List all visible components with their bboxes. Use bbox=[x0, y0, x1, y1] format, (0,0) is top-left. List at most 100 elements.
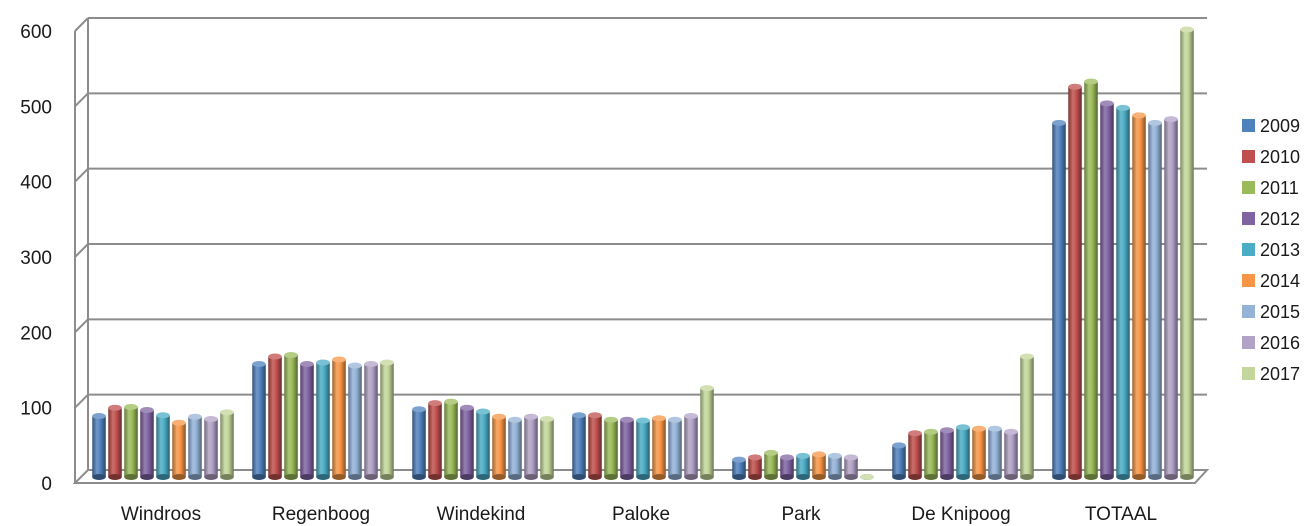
bar-base bbox=[684, 474, 698, 480]
bar-base bbox=[124, 474, 138, 480]
bar-body bbox=[924, 431, 938, 477]
bar-top bbox=[1068, 83, 1082, 90]
bar bbox=[1164, 116, 1178, 480]
legend-swatch bbox=[1242, 181, 1255, 194]
bar-body bbox=[908, 433, 922, 477]
bar bbox=[748, 454, 762, 480]
bar bbox=[684, 412, 698, 480]
bar-base bbox=[764, 474, 778, 480]
bar bbox=[604, 416, 618, 480]
legend-label: 2014 bbox=[1260, 271, 1300, 291]
bar bbox=[940, 427, 954, 480]
bar-base bbox=[812, 474, 826, 480]
bar-body bbox=[812, 454, 826, 477]
bar bbox=[700, 385, 714, 480]
legend-swatch bbox=[1242, 243, 1255, 256]
legend-label: 2015 bbox=[1260, 302, 1300, 322]
bar-base bbox=[300, 474, 314, 480]
bar-base bbox=[284, 474, 298, 480]
bar bbox=[1100, 100, 1114, 480]
bar bbox=[860, 474, 874, 480]
bar-base bbox=[652, 474, 666, 480]
bar-body bbox=[940, 430, 954, 477]
x-tick-label: Windekind bbox=[437, 504, 526, 525]
bar-body bbox=[364, 364, 378, 477]
bar bbox=[364, 361, 378, 480]
bar bbox=[924, 428, 938, 480]
bar bbox=[1116, 104, 1130, 480]
legend-item: 2017 bbox=[1242, 364, 1300, 384]
bar bbox=[108, 404, 122, 480]
bar-base bbox=[1164, 474, 1178, 480]
legend-item: 2012 bbox=[1242, 209, 1300, 229]
bar-top bbox=[956, 424, 970, 431]
bar-body bbox=[732, 459, 746, 477]
bar-body bbox=[540, 418, 554, 477]
x-tick-label: Windroos bbox=[121, 504, 201, 525]
bar bbox=[348, 362, 362, 480]
legend-swatch bbox=[1242, 150, 1255, 163]
bar bbox=[1084, 78, 1098, 480]
bar-base bbox=[524, 474, 538, 480]
bar-top bbox=[972, 425, 986, 432]
bar-top bbox=[1132, 112, 1146, 119]
bar-body bbox=[748, 457, 762, 477]
bar bbox=[1180, 26, 1194, 480]
bar bbox=[1052, 119, 1066, 480]
bar-top bbox=[156, 412, 170, 419]
legend-label: 2013 bbox=[1260, 240, 1300, 260]
bar-top bbox=[188, 413, 202, 420]
bar-top bbox=[92, 412, 106, 419]
bar bbox=[588, 412, 602, 480]
bar-body bbox=[700, 388, 714, 477]
bar-body bbox=[892, 445, 906, 477]
bar-top bbox=[892, 442, 906, 449]
bar bbox=[268, 353, 282, 480]
bar-base bbox=[604, 474, 618, 480]
bar-top bbox=[588, 412, 602, 419]
x-tick-label: Paloke bbox=[612, 504, 670, 525]
bar bbox=[1132, 112, 1146, 480]
x-axis: Windroos Regenboog Windekind Paloke Park De K… bbox=[121, 504, 1157, 525]
bar-top bbox=[1084, 78, 1098, 85]
bar-top bbox=[604, 416, 618, 423]
bar-body bbox=[524, 416, 538, 477]
bar-base bbox=[572, 474, 586, 480]
bar-base bbox=[252, 474, 266, 480]
bar bbox=[620, 416, 634, 480]
bar-top bbox=[1148, 119, 1162, 126]
gridline-slant bbox=[74, 92, 89, 108]
bar-body bbox=[636, 420, 650, 477]
bar-top bbox=[348, 362, 362, 369]
bar bbox=[652, 415, 666, 480]
bar-top bbox=[700, 385, 714, 392]
bar-top bbox=[844, 454, 858, 461]
bar-top bbox=[940, 427, 954, 434]
bar-body bbox=[796, 455, 810, 477]
bar-top bbox=[924, 428, 938, 435]
bar-base bbox=[460, 474, 474, 480]
bar bbox=[316, 359, 330, 480]
bar-body bbox=[684, 415, 698, 477]
x-tick-label: De Knipoog bbox=[911, 504, 1010, 525]
bar bbox=[492, 413, 506, 480]
bar-base bbox=[108, 474, 122, 480]
bar-top bbox=[1164, 116, 1178, 123]
x-tick-label: TOTAAL bbox=[1085, 504, 1157, 525]
bar-top bbox=[620, 416, 634, 423]
bar-top bbox=[988, 425, 1002, 432]
bar-body bbox=[1004, 431, 1018, 477]
bar-top bbox=[428, 400, 442, 407]
bar bbox=[140, 406, 154, 480]
bar bbox=[540, 415, 554, 480]
bar-base bbox=[956, 474, 970, 480]
legend-label: 2009 bbox=[1260, 116, 1300, 136]
bar bbox=[204, 415, 218, 480]
legend-item: 2011 bbox=[1242, 178, 1299, 198]
bar-body bbox=[508, 419, 522, 477]
legend: 2009 2010 2011 2012 2013 2014 2015 2016 2017 bbox=[1242, 116, 1300, 384]
bar bbox=[156, 412, 170, 480]
bar-top bbox=[668, 416, 682, 423]
x-tick-label: Park bbox=[781, 504, 821, 525]
bar-top bbox=[908, 430, 922, 437]
